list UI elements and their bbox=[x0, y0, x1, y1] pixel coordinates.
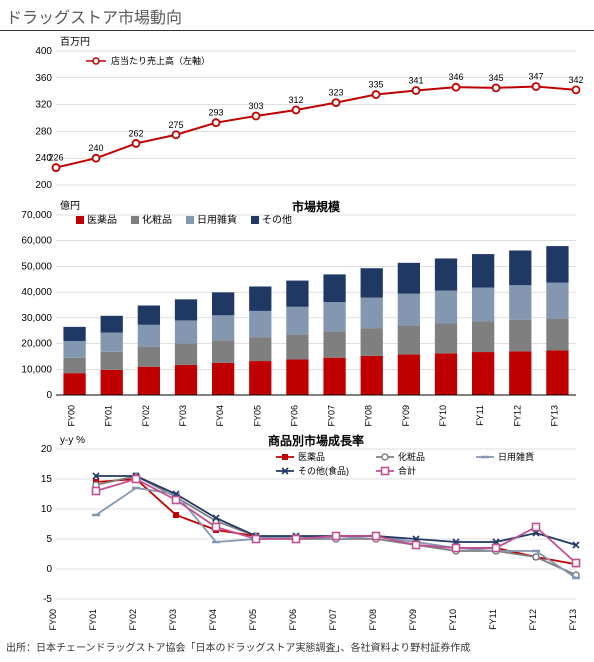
svg-text:FY04: FY04 bbox=[208, 609, 218, 631]
svg-text:日用雑貨: 日用雑貨 bbox=[498, 451, 534, 462]
svg-text:280: 280 bbox=[35, 126, 52, 137]
svg-text:商品別市場成長率: 商品別市場成長率 bbox=[268, 433, 364, 448]
svg-text:323: 323 bbox=[328, 88, 343, 98]
svg-text:FY05: FY05 bbox=[248, 609, 258, 631]
svg-text:FY08: FY08 bbox=[368, 609, 378, 631]
svg-text:70,000: 70,000 bbox=[21, 210, 52, 221]
svg-text:FY07: FY07 bbox=[327, 405, 337, 427]
svg-text:15: 15 bbox=[41, 474, 53, 485]
svg-text:FY02: FY02 bbox=[141, 405, 151, 427]
svg-text:30,000: 30,000 bbox=[21, 313, 52, 324]
svg-text:FY11: FY11 bbox=[475, 405, 485, 426]
svg-text:FY07: FY07 bbox=[328, 609, 338, 631]
svg-text:化粧品: 化粧品 bbox=[398, 451, 425, 462]
svg-text:y-y %: y-y % bbox=[60, 435, 85, 446]
svg-text:億円: 億円 bbox=[60, 199, 80, 212]
svg-text:FY00: FY00 bbox=[48, 609, 58, 631]
svg-text:百万円: 百万円 bbox=[60, 36, 90, 48]
svg-text:312: 312 bbox=[288, 95, 303, 105]
svg-text:240: 240 bbox=[88, 143, 103, 153]
svg-text:200: 200 bbox=[35, 180, 52, 191]
svg-text:320: 320 bbox=[35, 100, 52, 111]
chart-market-size: 億円市場規模医薬品化粧品日用雑貨その他010,00020,00030,00040… bbox=[8, 197, 586, 427]
svg-text:医薬品: 医薬品 bbox=[298, 451, 325, 462]
svg-text:FY13: FY13 bbox=[568, 609, 578, 631]
svg-text:303: 303 bbox=[248, 101, 263, 111]
svg-text:20,000: 20,000 bbox=[21, 339, 52, 350]
svg-text:FY09: FY09 bbox=[408, 609, 418, 631]
svg-text:その他(食品): その他(食品) bbox=[298, 465, 349, 476]
svg-text:医薬品: 医薬品 bbox=[87, 214, 117, 226]
svg-text:店当たり売上高（左軸）: 店当たり売上高（左軸） bbox=[111, 55, 210, 66]
svg-text:FY00: FY00 bbox=[67, 405, 77, 427]
svg-text:FY10: FY10 bbox=[438, 405, 448, 427]
svg-text:341: 341 bbox=[408, 76, 423, 86]
svg-text:346: 346 bbox=[448, 72, 463, 82]
svg-text:FY13: FY13 bbox=[549, 405, 559, 427]
svg-text:FY01: FY01 bbox=[88, 609, 98, 631]
svg-text:226: 226 bbox=[48, 153, 63, 163]
svg-text:360: 360 bbox=[35, 73, 52, 84]
chart-sales-per-store: 百万円店当たり売上高（左軸）20024028032036040022624026… bbox=[8, 33, 586, 193]
svg-text:345: 345 bbox=[488, 73, 503, 83]
svg-text:市場規模: 市場規模 bbox=[292, 199, 341, 214]
svg-text:262: 262 bbox=[128, 128, 143, 138]
svg-text:FY04: FY04 bbox=[215, 405, 225, 427]
svg-text:FY06: FY06 bbox=[288, 609, 298, 631]
svg-text:FY11: FY11 bbox=[488, 609, 498, 630]
svg-text:0: 0 bbox=[46, 390, 52, 401]
svg-text:347: 347 bbox=[528, 72, 543, 82]
svg-text:FY10: FY10 bbox=[448, 609, 458, 631]
svg-text:293: 293 bbox=[208, 108, 223, 118]
svg-text:60,000: 60,000 bbox=[21, 236, 52, 247]
source-text: 出所：日本チェーンドラッグストア協会「日本のドラッグストア実態調査」、各社資料よ… bbox=[0, 635, 594, 662]
svg-text:FY12: FY12 bbox=[528, 609, 538, 631]
svg-text:FY08: FY08 bbox=[364, 405, 374, 427]
svg-text:FY05: FY05 bbox=[252, 405, 262, 427]
svg-text:400: 400 bbox=[35, 46, 52, 57]
svg-text:FY09: FY09 bbox=[401, 405, 411, 427]
svg-text:FY03: FY03 bbox=[168, 609, 178, 631]
svg-text:FY12: FY12 bbox=[512, 405, 522, 427]
svg-text:20: 20 bbox=[41, 444, 53, 455]
svg-text:5: 5 bbox=[46, 534, 52, 545]
svg-text:FY06: FY06 bbox=[289, 405, 299, 427]
svg-text:50,000: 50,000 bbox=[21, 261, 52, 272]
svg-text:10,000: 10,000 bbox=[21, 364, 52, 375]
svg-text:-5: -5 bbox=[43, 594, 52, 605]
svg-text:FY01: FY01 bbox=[104, 405, 114, 427]
svg-text:10: 10 bbox=[41, 504, 53, 515]
svg-text:合計: 合計 bbox=[398, 465, 416, 476]
svg-text:0: 0 bbox=[46, 564, 52, 575]
svg-text:342: 342 bbox=[568, 75, 583, 85]
svg-text:FY02: FY02 bbox=[128, 609, 138, 631]
chart-growth-rate: y-y % 商品別市場成長率 -5 0 5 10 15 20 FY00 FY01 FY02 FY03 F… bbox=[8, 431, 586, 631]
svg-text:FY03: FY03 bbox=[178, 405, 188, 427]
page-title: ドラッグストア市場動向 bbox=[0, 0, 594, 31]
svg-text:335: 335 bbox=[368, 80, 383, 90]
svg-text:275: 275 bbox=[168, 120, 183, 130]
svg-text:40,000: 40,000 bbox=[21, 287, 52, 298]
